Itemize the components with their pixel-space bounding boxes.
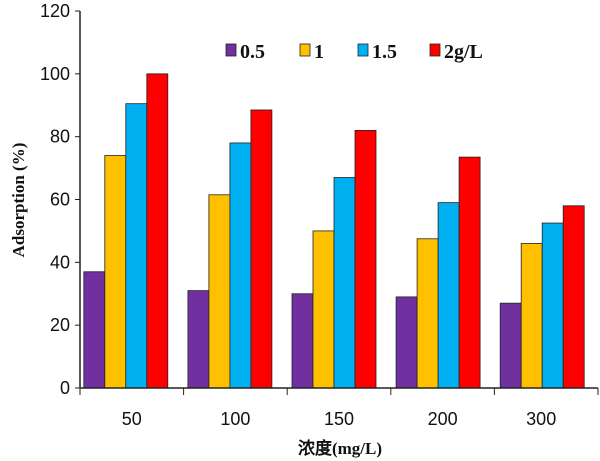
- legend-swatch: [357, 43, 369, 57]
- y-tick-label: 100: [40, 64, 70, 84]
- legend-label: 2g/L: [444, 41, 483, 63]
- legend-swatch: [225, 43, 237, 57]
- bar-300-2g/L: [562, 205, 585, 389]
- bar-150-1: [312, 230, 335, 389]
- bar-150-1.5: [333, 177, 356, 389]
- legend-swatch: [429, 43, 441, 57]
- legend-label: 0.5: [240, 41, 265, 63]
- bar-50-1.5: [125, 103, 148, 389]
- bar-300-0.5: [499, 302, 522, 389]
- y-tick-label: 0: [60, 378, 70, 398]
- x-tick-label: 50: [122, 409, 142, 429]
- bar-200-1.5: [437, 202, 460, 389]
- x-tick-label: 300: [526, 409, 556, 429]
- x-tick-label: 150: [324, 409, 354, 429]
- bar-200-0.5: [395, 296, 418, 389]
- bar-150-0.5: [291, 293, 314, 389]
- y-tick-label: 40: [50, 252, 70, 272]
- bar-100-0.5: [187, 290, 210, 389]
- bar-100-1: [208, 194, 231, 389]
- bar-200-1: [416, 238, 439, 389]
- legend-label: 1: [314, 41, 324, 63]
- legend-label: 1.5: [372, 41, 397, 63]
- y-tick-label: 60: [50, 190, 70, 210]
- y-tick-label: 20: [50, 315, 70, 335]
- x-tick-label: 100: [220, 409, 250, 429]
- x-tick-label: 200: [428, 409, 458, 429]
- legend-swatch: [299, 43, 311, 57]
- y-axis-label: Adsorption (%): [9, 143, 28, 258]
- bar-100-2g/L: [250, 109, 273, 389]
- bar-300-1: [520, 243, 543, 389]
- y-tick-label: 120: [40, 1, 70, 21]
- bar-50-1: [104, 155, 127, 389]
- bar-100-1.5: [229, 142, 252, 389]
- y-tick-label: 80: [50, 127, 70, 147]
- bar-50-0.5: [83, 271, 106, 389]
- x-axis-label: 浓度(mg/L): [298, 438, 382, 458]
- bar-300-1.5: [541, 222, 564, 389]
- bar-200-2g/L: [458, 156, 481, 389]
- bar-150-2g/L: [354, 129, 377, 389]
- bar-50-2g/L: [146, 73, 169, 389]
